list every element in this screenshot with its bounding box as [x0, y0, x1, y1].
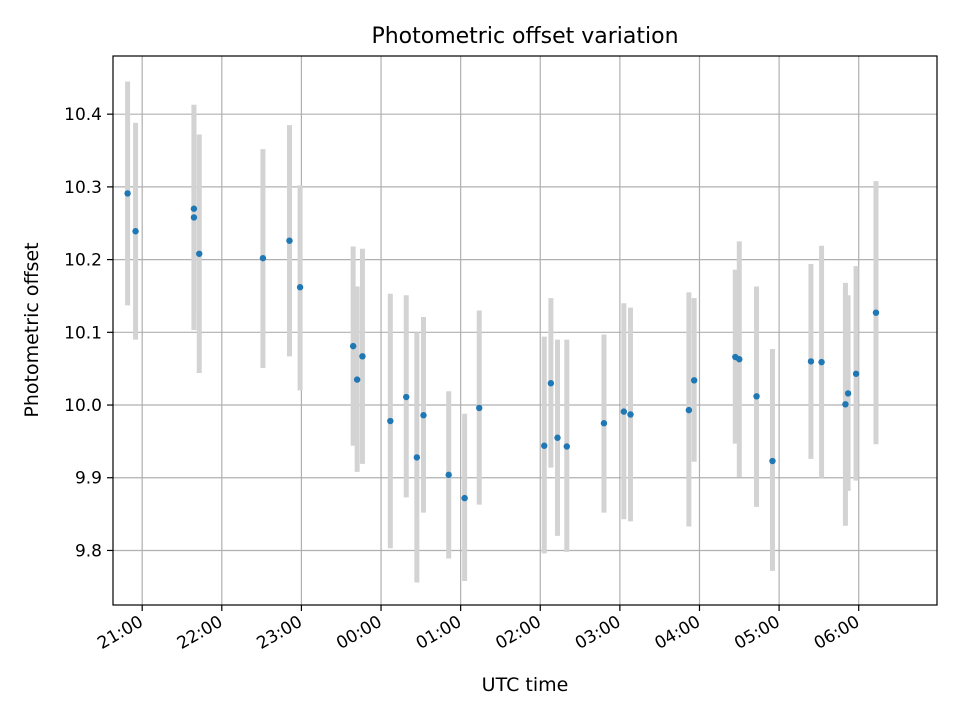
data-point [387, 417, 394, 425]
data-point [563, 443, 570, 450]
data-point [461, 494, 468, 502]
data-point [852, 370, 860, 377]
axes-frame [112, 55, 938, 606]
data-point [445, 471, 452, 479]
data-point [690, 377, 698, 384]
data-point [420, 412, 427, 419]
y-tick-label: 10.2 [64, 251, 102, 271]
chart-title: Photometric offset variation [371, 24, 678, 49]
data-point [818, 358, 825, 366]
x-axis-label: UTC time [482, 674, 569, 696]
y-tick-label: 10.1 [64, 323, 102, 343]
data-point [403, 393, 410, 401]
data-point [196, 250, 203, 257]
grid [113, 56, 937, 605]
y-axis-label: Photometric offset [21, 242, 43, 417]
data-points [124, 190, 880, 502]
data-point [600, 420, 608, 427]
data-point [296, 284, 304, 291]
data-point [413, 454, 421, 461]
plot-area [113, 56, 937, 605]
data-point [769, 457, 776, 465]
data-point [286, 237, 293, 244]
data-point [190, 205, 198, 212]
data-point [353, 376, 361, 383]
data-point [554, 434, 561, 441]
data-point [807, 358, 815, 365]
data-point [620, 408, 628, 415]
data-point [349, 342, 357, 350]
data-point [190, 214, 198, 221]
data-point [844, 390, 852, 397]
data-point [476, 404, 483, 412]
y-tick-label: 10.0 [64, 396, 102, 416]
data-point [124, 190, 131, 197]
y-tick-label: 9.9 [75, 469, 102, 489]
data-point [132, 228, 139, 235]
data-point [359, 353, 366, 360]
data-point [872, 309, 880, 316]
y-ticks: 9.8 9.9 10.0 10.1 10.2 10.3 10.4 [64, 105, 113, 561]
y-tick-label: 9.8 [75, 541, 102, 561]
data-point [842, 401, 849, 408]
data-point [685, 406, 693, 414]
data-point [753, 393, 760, 400]
data-point [541, 442, 548, 449]
data-point [259, 254, 267, 262]
data-point [627, 411, 634, 418]
y-tick-label: 10.4 [64, 105, 102, 125]
data-point [547, 380, 555, 387]
data-point [736, 356, 743, 363]
y-tick-label: 10.3 [64, 178, 102, 198]
